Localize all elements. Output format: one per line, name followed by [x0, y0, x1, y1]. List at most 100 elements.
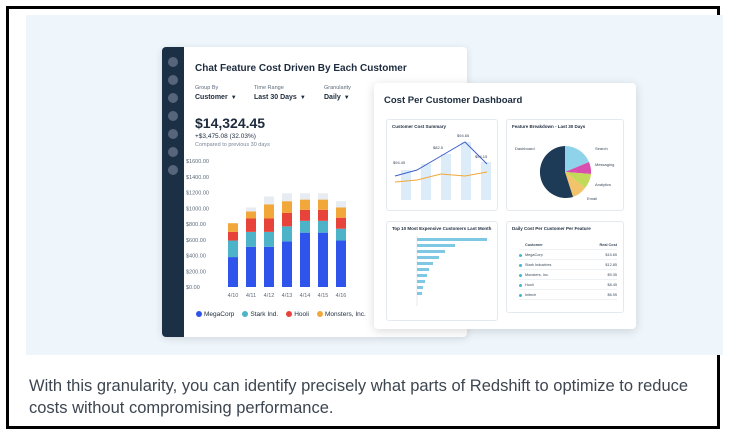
x-tick-label: 4/16 [336, 293, 347, 299]
table-header: Customer Real Cost [519, 242, 617, 250]
x-tick-label: 4/15 [318, 293, 329, 299]
bar-segment-hooli[interactable] [228, 231, 238, 241]
side-nav-rail [162, 47, 184, 337]
table-row[interactable]: MegaCorp $15.65 [519, 252, 617, 260]
legend-item-monsters[interactable]: Monsters, Inc. [317, 311, 366, 318]
x-tick-label: 4/11 [246, 293, 256, 299]
bar-segment-other[interactable] [264, 196, 274, 205]
panel-title: Feature Breakdown - Last 30 Days [512, 124, 586, 129]
bar-segment-megacorp[interactable] [300, 232, 310, 287]
group-by-select[interactable]: Customer ▼ [195, 94, 237, 101]
y-tick-label: $200.00 [186, 269, 206, 275]
row-cost: $15.65 [605, 253, 617, 257]
pie-label: Dashboard [515, 146, 535, 151]
summary-label: $94.15 [475, 154, 488, 159]
legend-item-megacorp[interactable]: MegaCorp [196, 311, 234, 318]
card-title: Chat Feature Cost Driven By Each Custome… [195, 63, 407, 74]
nav-dot-icon[interactable] [168, 75, 178, 85]
pie-label: Email [587, 196, 597, 201]
bar-segment-other[interactable] [246, 207, 256, 212]
bar-segment-megacorp[interactable] [318, 232, 328, 287]
table-row[interactable]: Hooli $8.45 [519, 282, 617, 290]
chart-legend: MegaCorp Stark Ind. Hooli Monsters, Inc. [196, 311, 366, 318]
bar-segment-monsters-inc-[interactable] [282, 201, 292, 213]
nav-dot-icon[interactable] [168, 93, 178, 103]
legend-item-stark[interactable]: Stark Ind. [242, 311, 278, 318]
y-tick-label: $600.00 [186, 238, 206, 244]
bar-segment-megacorp[interactable] [282, 241, 292, 287]
bar-segment-megacorp[interactable] [264, 246, 274, 287]
bar-segment-monsters-inc-[interactable] [318, 199, 328, 210]
column-header: Real Cost [599, 243, 617, 247]
row-cost: $6.95 [607, 293, 617, 297]
line-chart-thumbnail: $94.45 $82.5 $94.65 $94.15 [393, 133, 491, 200]
bar-segment-stark-ind-[interactable] [228, 240, 238, 258]
figure-frame: Chat Feature Cost Driven By Each Custome… [6, 6, 723, 429]
chevron-down-icon: ▼ [299, 95, 306, 101]
bar-segment-hooli[interactable] [300, 209, 310, 221]
top-customers-panel: Top 10 Most Expensive Customers Last Mon… [386, 221, 498, 321]
summary-label: $94.45 [393, 160, 406, 165]
time-range-select[interactable]: Last 30 Days ▼ [254, 94, 306, 101]
y-tick-label: $1400.00 [186, 175, 209, 181]
granularity-select[interactable]: Daily ▼ [324, 94, 350, 101]
granularity-label: Granularity [324, 85, 351, 91]
panel-title: Top 10 Most Expensive Customers Last Mon… [392, 226, 492, 231]
bar-segment-other[interactable] [300, 193, 310, 200]
dashboard-title: Cost Per Customer Dashboard [384, 95, 523, 106]
y-tick-label: $1200.00 [186, 191, 209, 197]
row-customer: Initech [525, 293, 537, 297]
pie-label: Messaging [595, 162, 614, 167]
bar-segment-megacorp[interactable] [336, 240, 346, 287]
bar-segment-hooli[interactable] [282, 212, 292, 227]
bar-segment-megacorp[interactable] [228, 257, 238, 287]
x-tick-label: 4/12 [264, 293, 275, 299]
status-dot-icon [519, 254, 522, 257]
status-dot-icon [519, 294, 522, 297]
table-row[interactable]: Initech $6.95 [519, 292, 617, 300]
bar-segment-stark-ind-[interactable] [264, 231, 274, 247]
bar-segment-other[interactable] [318, 193, 328, 200]
time-range-label: Time Range [254, 85, 284, 91]
horizontal-bar-thumbnail [416, 236, 487, 306]
y-tick-label: $0.00 [186, 285, 200, 291]
bar-segment-hooli[interactable] [336, 217, 346, 229]
bar-segment-stark-ind-[interactable] [336, 228, 346, 241]
column-header: Customer [525, 243, 543, 247]
bar-segment-monsters-inc-[interactable] [300, 199, 310, 210]
x-tick-label: 4/14 [300, 293, 311, 299]
bar-segment-monsters-inc-[interactable] [246, 211, 256, 219]
bar-segment-monsters-inc-[interactable] [336, 207, 346, 218]
y-tick-label: $1600.00 [186, 159, 209, 165]
y-tick-label: $800.00 [186, 222, 206, 228]
pie-label: Search [595, 146, 608, 151]
nav-dot-icon[interactable] [168, 111, 178, 121]
nav-dot-icon[interactable] [168, 57, 178, 67]
bar-segment-stark-ind-[interactable] [318, 220, 328, 233]
bar-segment-other[interactable] [336, 201, 346, 208]
bar-segment-stark-ind-[interactable] [300, 220, 310, 233]
row-cost: $12.85 [605, 263, 617, 267]
bar-segment-hooli[interactable] [246, 218, 256, 232]
row-customer: Monsters, Inc. [525, 273, 549, 277]
bar-segment-monsters-inc-[interactable] [228, 223, 238, 232]
table-row[interactable]: Stark Industries $12.85 [519, 262, 617, 270]
nav-dot-icon[interactable] [168, 165, 178, 175]
nav-dot-icon[interactable] [168, 129, 178, 139]
bar-segment-other[interactable] [282, 193, 292, 202]
bar-segment-hooli[interactable] [318, 209, 328, 221]
bar-segment-stark-ind-[interactable] [246, 231, 256, 247]
cost-per-customer-dashboard: Cost Per Customer Dashboard Customer Cos… [374, 83, 636, 329]
bar-segment-hooli[interactable] [264, 218, 274, 232]
cost-delta: +$3,475.08 (32.03%) [195, 133, 256, 140]
bar-segment-megacorp[interactable] [246, 246, 256, 287]
summary-label: $94.65 [457, 133, 470, 138]
legend-item-hooli[interactable]: Hooli [286, 311, 309, 318]
bar-segment-stark-ind-[interactable] [282, 226, 292, 242]
bar-segment-monsters-inc-[interactable] [264, 204, 274, 219]
chevron-down-icon: ▼ [343, 95, 350, 101]
nav-dot-icon[interactable] [168, 147, 178, 157]
feature-breakdown-panel: Feature Breakdown - Last 30 Days Dashboa… [506, 119, 624, 211]
total-cost: $14,324.45 [195, 115, 266, 131]
table-row[interactable]: Monsters, Inc. $9.35 [519, 272, 617, 280]
